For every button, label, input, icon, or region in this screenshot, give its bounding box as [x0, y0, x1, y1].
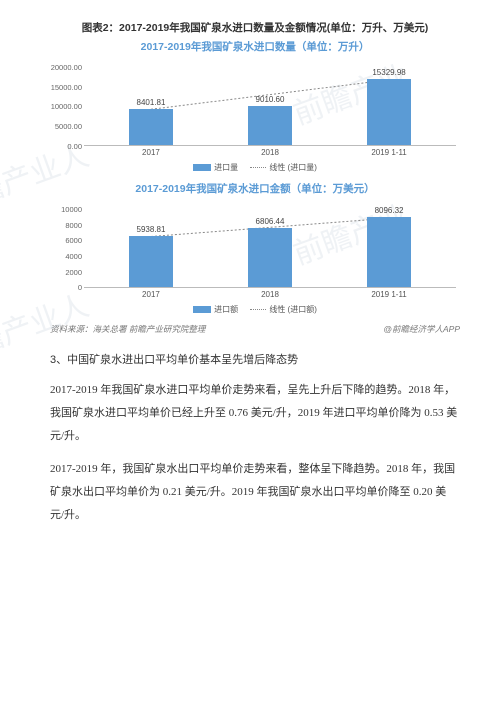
- bar: [248, 106, 292, 145]
- legend-swatch: [193, 306, 211, 313]
- chart2-legend: 进口额 线性 (进口额): [50, 304, 460, 315]
- bar: [248, 228, 292, 287]
- chart-import-amount: 2017-2019年我国矿泉水进口金额（单位：万美元） 0 2000 4000 600…: [50, 181, 460, 315]
- paragraph: 2017-2019 年我国矿泉水进口平均单价走势来看，呈先上升后下降的趋势。20…: [50, 379, 460, 448]
- source-left: 资料来源：海关总署 前瞻产业研究院整理: [50, 323, 205, 335]
- bar: [367, 79, 411, 145]
- figure-caption: 图表2：2017-2019年我国矿泉水进口数量及金额情况(单位：万升、万美元): [50, 20, 460, 35]
- x-label: 2019 1-11: [371, 290, 406, 299]
- y-tick: 5000.00: [50, 123, 82, 131]
- legend-trend-label: 线性 (进口量): [269, 163, 317, 172]
- bar: [367, 217, 411, 287]
- y-tick: 15000.00: [50, 83, 82, 91]
- chart1-plot: 8401.81 9010.60 15329.98: [84, 60, 456, 146]
- y-tick: 10000.00: [50, 103, 82, 111]
- y-tick: 6000: [50, 237, 82, 245]
- bar-group: 6806.44: [248, 228, 292, 287]
- y-tick: 10000: [50, 206, 82, 214]
- bar-value-label: 9010.60: [256, 95, 285, 104]
- y-tick: 0.00: [50, 142, 82, 150]
- bar-value-label: 6806.44: [256, 217, 285, 226]
- bar-group: 8096.32: [367, 217, 411, 287]
- chart2-x-axis: 2017 2018 2019 1-11: [84, 288, 456, 302]
- legend-series-label: 进口量: [214, 163, 238, 172]
- y-tick: 0: [50, 284, 82, 292]
- y-tick: 2000: [50, 269, 82, 277]
- bar-value-label: 5938.81: [136, 225, 165, 234]
- chart2-y-axis: 0200040006000800010000: [50, 202, 82, 288]
- legend-trend-label: 线性 (进口额): [269, 305, 317, 314]
- bar-value-label: 8401.81: [136, 98, 165, 107]
- body-text: 2017-2019 年我国矿泉水进口平均单价走势来看，呈先上升后下降的趋势。20…: [50, 379, 460, 528]
- legend-series-label: 进口额: [214, 305, 238, 314]
- legend-dash: [250, 167, 266, 168]
- bar-value-label: 8096.32: [375, 206, 404, 215]
- x-label: 2018: [261, 148, 279, 157]
- chart2-plot: 5938.81 6806.44 8096.32: [84, 202, 456, 288]
- source-row: 资料来源：海关总署 前瞻产业研究院整理 @前瞻经济学人APP: [50, 323, 460, 335]
- bar: [129, 109, 173, 145]
- bar-group: 9010.60: [248, 106, 292, 145]
- paragraph: 2017-2019 年，我国矿泉水出口平均单价走势来看，整体呈下降趋势。2018…: [50, 458, 460, 527]
- section-heading: 3、中国矿泉水进出口平均单价基本呈先增后降态势: [50, 351, 460, 367]
- source-right: @前瞻经济学人APP: [383, 323, 460, 335]
- chart1-legend: 进口量 线性 (进口量): [50, 162, 460, 173]
- bar-group: 5938.81: [129, 236, 173, 287]
- bar-group: 8401.81: [129, 109, 173, 145]
- chart1-title: 2017-2019年我国矿泉水进口数量（单位：万升）: [50, 39, 460, 54]
- bar-value-label: 15329.98: [372, 68, 405, 77]
- legend-swatch: [193, 164, 211, 171]
- chart2-title: 2017-2019年我国矿泉水进口金额（单位：万美元）: [50, 181, 460, 196]
- legend-dash: [250, 309, 266, 310]
- chart-import-volume: 2017-2019年我国矿泉水进口数量（单位：万升） 0.00 5000.00 10…: [50, 39, 460, 173]
- bar-group: 15329.98: [367, 79, 411, 145]
- x-label: 2017: [142, 148, 160, 157]
- chart1-y-axis: 0.005000.0010000.0015000.0020000.00: [50, 60, 82, 146]
- y-tick: 8000: [50, 221, 82, 229]
- chart1-x-axis: 2017 2018 2019 1-11: [84, 146, 456, 160]
- x-label: 2018: [261, 290, 279, 299]
- x-label: 2019 1-11: [371, 148, 406, 157]
- y-tick: 20000.00: [50, 64, 82, 72]
- x-label: 2017: [142, 290, 160, 299]
- y-tick: 4000: [50, 253, 82, 261]
- bar: [129, 236, 173, 287]
